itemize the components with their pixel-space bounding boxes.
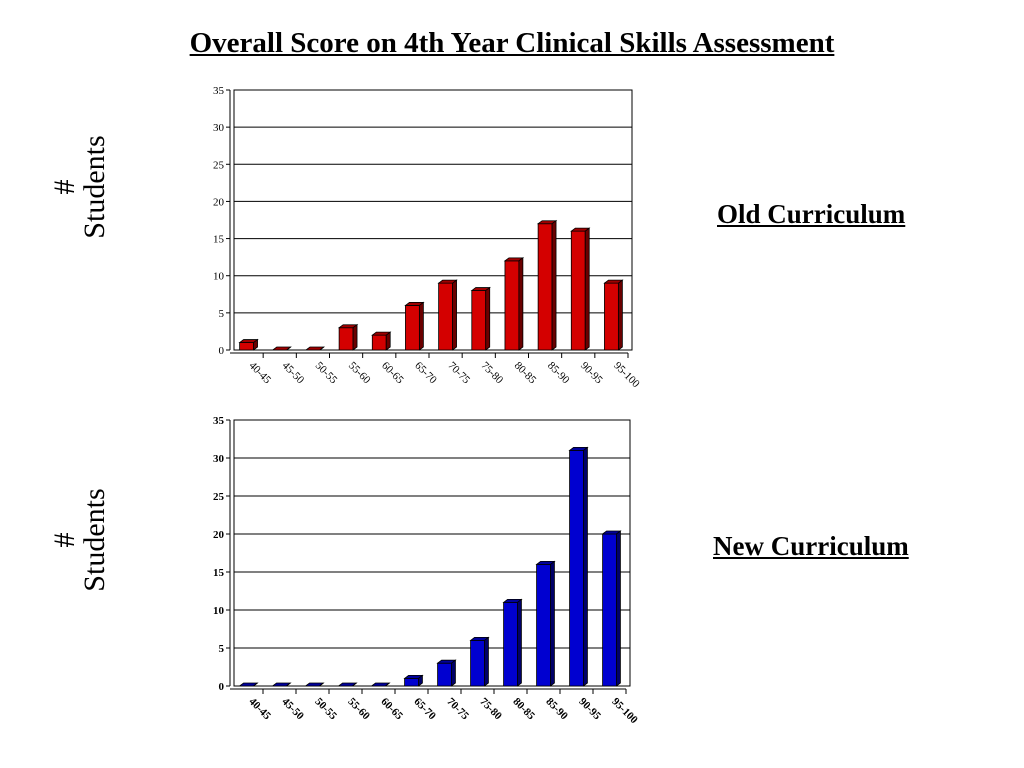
bar: [271, 346, 292, 351]
bar: [403, 674, 424, 687]
bar: [238, 682, 259, 687]
x-tick-label: 50-55: [312, 696, 339, 723]
bar: [470, 286, 491, 351]
bar: [337, 323, 359, 351]
x-tick-label: 75-80: [477, 696, 504, 723]
y-tick-label: 25: [213, 491, 225, 503]
bar: [535, 560, 556, 687]
bar: [238, 338, 259, 351]
plot-area: [233, 419, 631, 687]
y-tick-label: 5: [219, 308, 225, 320]
y-tick-label: 0: [219, 681, 225, 693]
y-tick-label: 20: [213, 529, 225, 541]
bar: [536, 219, 558, 351]
x-tick-label: 85-90: [543, 696, 570, 723]
bar: [601, 530, 622, 687]
y-tick-label: 35: [213, 85, 225, 97]
y-tick-label: 30: [213, 122, 225, 134]
bar: [502, 598, 523, 687]
y-tick-label: 5: [219, 643, 225, 655]
bar: [304, 682, 325, 687]
x-tick-label: 90-95: [576, 696, 603, 723]
bar: [437, 279, 458, 351]
y-tick-label: 25: [213, 159, 225, 171]
new-curriculum-label: New Curriculum: [713, 531, 909, 561]
bar: [337, 682, 358, 687]
bar: [568, 446, 589, 687]
y-tick-label: 30: [213, 453, 225, 465]
x-tick-label: 95-100: [609, 696, 640, 727]
x-tick-label: 40-45: [246, 696, 273, 723]
bar: [603, 279, 624, 351]
y-tick-label: 35: [213, 415, 225, 427]
y-tick-label: 20: [213, 196, 225, 208]
bar: [370, 682, 391, 687]
bar: [304, 346, 326, 351]
bar: [271, 682, 292, 687]
old-curriculum-label: Old Curriculum: [717, 199, 906, 229]
x-tick-label: 70-75: [444, 696, 471, 723]
bar: [469, 636, 490, 687]
bar: [503, 257, 525, 351]
plot-area: [233, 89, 633, 351]
x-tick-label: 45-50: [279, 696, 306, 723]
page-title: Overall Score on 4th Year Clinical Skill…: [189, 27, 835, 59]
y-tick-label: 10: [213, 605, 225, 617]
x-tick-label: 65-70: [411, 696, 438, 723]
x-tick-label: 80-85: [510, 696, 537, 723]
bar: [436, 659, 457, 687]
bar: [371, 331, 392, 351]
x-tick-label: 55-60: [345, 696, 372, 723]
bar: [404, 301, 425, 351]
x-tick-label: 60-65: [378, 696, 405, 723]
y-tick-label: 10: [213, 271, 225, 283]
bar: [570, 227, 591, 351]
y-tick-label: 15: [213, 234, 225, 246]
y-tick-label: 0: [219, 345, 225, 357]
y-tick-label: 15: [213, 567, 225, 579]
